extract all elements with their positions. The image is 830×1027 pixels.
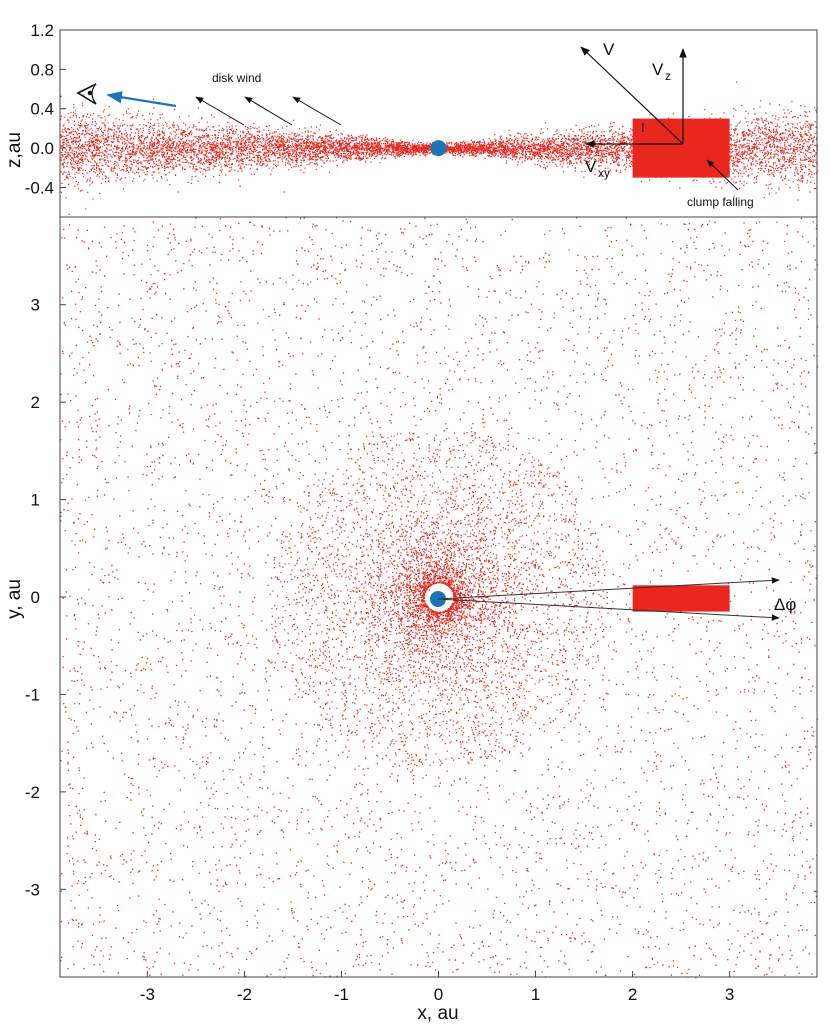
top-view-x-tick-label: 1	[531, 985, 540, 1004]
top-view-panel: Δφ -3 -2 -1 0 1 2 3 3 2 1 0 -1 -2 -3 x, au y, au	[4, 216, 818, 1024]
side-view-y-tick-label: 0.4	[30, 100, 54, 119]
top-view-x-axis-label: x, au	[417, 1003, 458, 1024]
top-view-y-tick-label: -1	[25, 685, 40, 704]
clump-falling-label: clump falling	[687, 195, 754, 209]
top-view-y-tick-label: 0	[31, 588, 40, 607]
disk-wind-arrow	[292, 96, 342, 126]
v-label: V	[603, 40, 615, 59]
side-view-y-tick-label: 0.0	[30, 139, 54, 158]
inclination-label: I	[641, 120, 645, 135]
top-view-x-tick-label: 3	[725, 985, 734, 1004]
top-view-x-tick-label: -2	[237, 985, 252, 1004]
side-view-y-tick-label: -0.4	[25, 178, 54, 197]
top-view-x-tick-label: -1	[334, 985, 349, 1004]
side-view-star	[430, 140, 447, 157]
top-view-x-axis: -3 -2 -1 0 1 2 3	[140, 971, 734, 1004]
top-view-y-tick-label: 3	[31, 296, 40, 315]
side-view-y-axis-label: z,au	[4, 132, 25, 168]
side-view-panel: disk wind V V z V xy I clump falling 1.2…	[4, 21, 819, 218]
top-view-x-tick-label: 0	[434, 985, 443, 1004]
vz-subscript: z	[665, 69, 671, 83]
side-view-y-axis: 1.2 0.8 0.4 0.0 -0.4	[25, 21, 66, 197]
vxy-subscript: xy	[598, 166, 610, 180]
disk-wind-arrow	[244, 96, 293, 126]
delta-phi-label: Δφ	[774, 595, 796, 614]
top-view-y-tick-label: -2	[25, 783, 40, 802]
delta-phi-line-lower	[437, 598, 780, 621]
top-view-clump	[632, 585, 730, 612]
vz-label: V	[652, 60, 664, 79]
side-view-clump	[632, 118, 730, 178]
side-view-y-tick-label: 1.2	[30, 21, 54, 40]
disk-wind-label: disk wind	[212, 71, 261, 85]
eye-icon	[76, 83, 97, 105]
v-vector	[580, 46, 684, 145]
delta-phi-line-upper	[437, 577, 780, 600]
clump-falling-arrow	[706, 159, 739, 191]
top-view-y-axis-label: y, au	[4, 579, 25, 619]
side-view-y-tick-label: 0.8	[30, 60, 54, 79]
top-view-y-axis: 3 2 1 0 -1 -2 -3	[25, 296, 66, 899]
top-view-x-tick-label: -3	[140, 985, 155, 1004]
observer-arrow	[106, 91, 177, 108]
top-view-y-tick-label: 2	[31, 393, 40, 412]
top-view-x-tick-label: 2	[628, 985, 637, 1004]
top-view-y-tick-label: 1	[31, 491, 40, 510]
disk-wind-arrow	[195, 96, 245, 126]
vxy-label: V	[585, 157, 597, 176]
top-view-y-tick-label: -3	[25, 880, 40, 899]
